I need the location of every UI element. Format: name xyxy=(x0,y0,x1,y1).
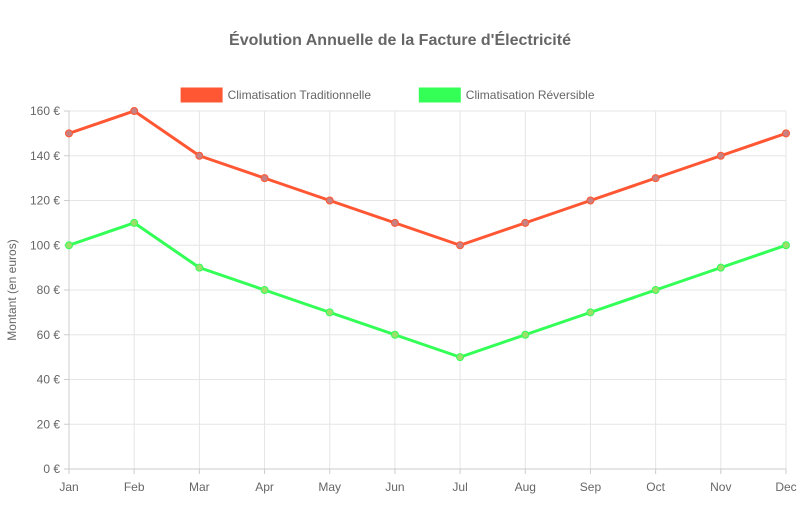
x-tick-label: Apr xyxy=(255,480,274,494)
legend-swatch-1 xyxy=(180,87,223,103)
data-point xyxy=(521,330,530,339)
data-point xyxy=(586,308,595,317)
y-tick-label: 160 € xyxy=(30,104,60,118)
legend-label-2: Climatisation Réversible xyxy=(466,88,595,102)
data-point xyxy=(716,263,725,272)
data-point xyxy=(260,286,269,294)
data-point xyxy=(521,218,530,227)
x-tick-label: Dec xyxy=(775,480,796,494)
data-point xyxy=(325,308,334,317)
x-tick-label: Sep xyxy=(580,480,602,494)
data-point xyxy=(456,353,465,362)
y-tick-label: 80 € xyxy=(37,283,61,297)
axes: 0 € 20 € 40 € 60 € 80 € 100 € 120 € 140 € 160 € J… xyxy=(30,104,797,494)
legend-label-1: Climatisation Traditionnelle xyxy=(228,88,372,102)
data-point xyxy=(65,129,73,138)
x-tick-label: Mar xyxy=(189,480,210,494)
y-tick-label: 0 € xyxy=(43,462,60,476)
data-point xyxy=(130,107,139,115)
chart-title: Évolution Annuelle de la Facture d'Élect… xyxy=(229,30,571,49)
data-point xyxy=(716,151,725,160)
y-tick-label: 40 € xyxy=(37,373,61,387)
data-point xyxy=(586,196,595,205)
legend: Climatisation Traditionnelle Climatisatio… xyxy=(180,87,595,103)
series-layer xyxy=(65,107,790,362)
data-point xyxy=(325,196,334,205)
data-point xyxy=(651,286,660,294)
data-point xyxy=(390,218,399,227)
y-tick-label: 140 € xyxy=(30,149,60,163)
x-tick-label: Jul xyxy=(452,480,467,494)
y-tick-label: 20 € xyxy=(37,417,61,431)
data-point xyxy=(782,241,790,250)
data-point xyxy=(782,129,790,138)
x-tick-label: May xyxy=(318,480,341,494)
data-point xyxy=(195,263,204,272)
y-tick-label: 60 € xyxy=(37,328,61,342)
grid xyxy=(68,110,787,470)
x-tick-label: Feb xyxy=(124,480,145,494)
y-tick-label: 100 € xyxy=(30,238,60,252)
data-point xyxy=(65,241,73,250)
y-tick-label: 120 € xyxy=(30,194,60,208)
x-tick-label: Oct xyxy=(646,480,665,494)
data-point xyxy=(130,218,139,227)
x-tick-label: Nov xyxy=(710,480,731,494)
data-point xyxy=(390,330,399,339)
x-tick-label: Aug xyxy=(515,480,536,494)
x-tick-label: Jan xyxy=(59,480,78,494)
series-line-2 xyxy=(67,221,788,359)
data-point xyxy=(456,241,465,250)
y-axis-label: Montant (en euros) xyxy=(5,239,19,340)
data-point xyxy=(651,174,660,183)
data-point xyxy=(195,151,204,160)
x-tick-label: Jun xyxy=(385,480,404,494)
legend-swatch-2 xyxy=(418,87,461,103)
series-line-1 xyxy=(67,109,788,247)
data-point xyxy=(260,174,269,183)
